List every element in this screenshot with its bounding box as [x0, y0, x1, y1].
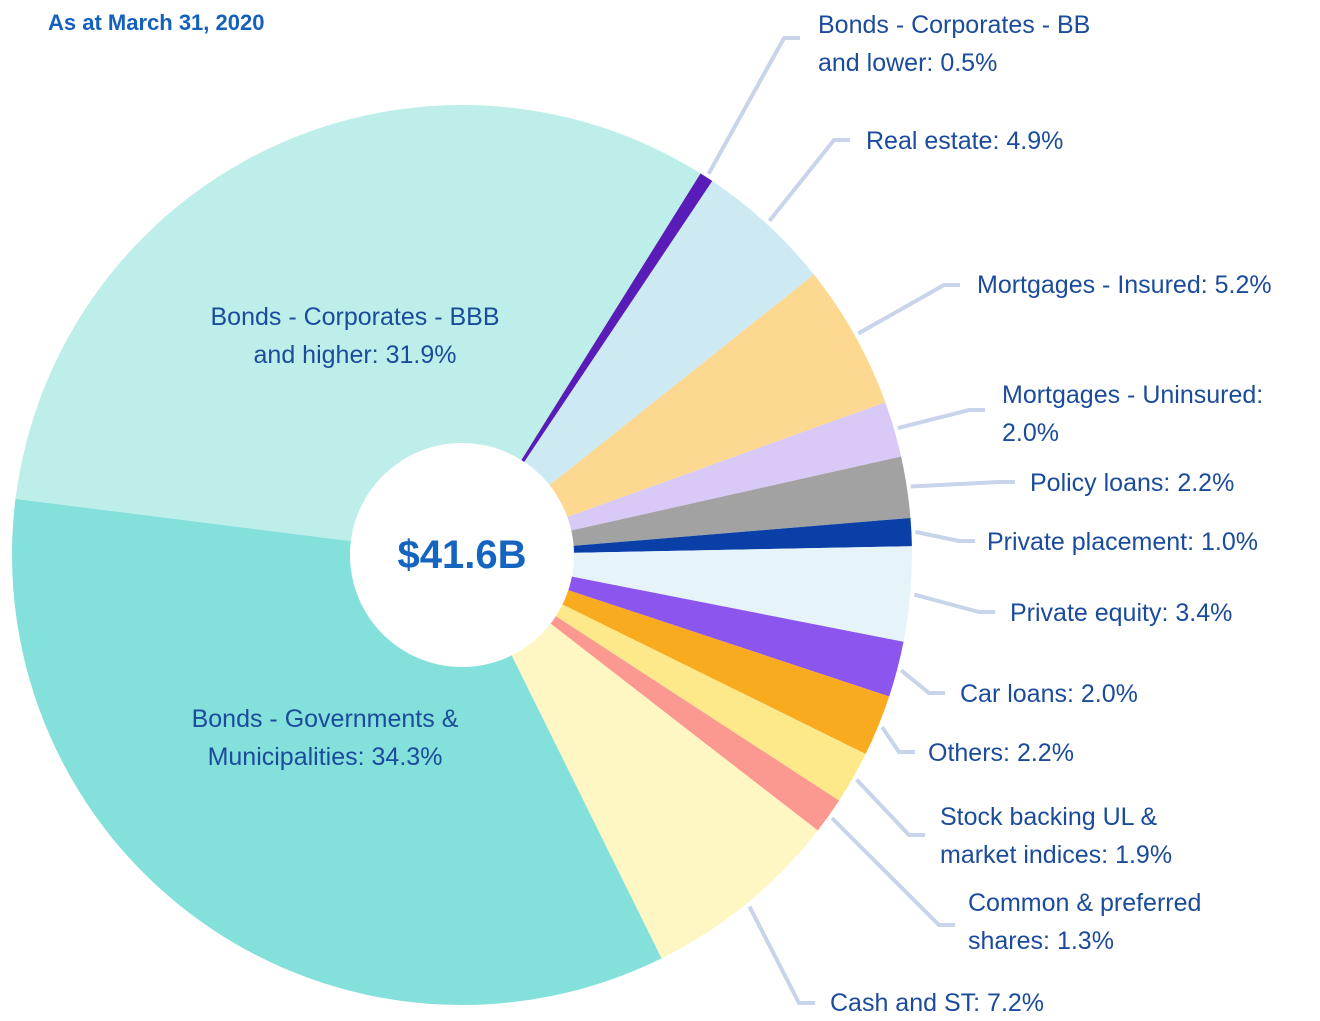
slice — [462, 181, 814, 555]
value-label: 1.9% — [1115, 841, 1173, 869]
slice — [462, 274, 886, 555]
category-label: Bonds - Governments & Municipalities: — [191, 705, 459, 771]
slice-label: Cash and ST: 7.2% — [830, 984, 1130, 1021]
leader-line — [857, 283, 960, 336]
value-label: 5.2% — [1214, 271, 1272, 299]
slice-label: Common & preferred shares: 1.3% — [968, 884, 1258, 960]
leader-line — [767, 138, 850, 223]
slice-label: Bonds - Corporates - BBB and higher: 31.… — [205, 298, 505, 374]
slice — [462, 402, 902, 555]
category-label: Policy loans: — [1030, 469, 1171, 497]
category-label: Stock backing UL & market indices: — [940, 803, 1158, 869]
value-label: 0.5% — [940, 49, 998, 77]
slice — [462, 555, 904, 697]
chart-title: As at March 31, 2020 — [48, 10, 265, 35]
donut-hole — [350, 443, 574, 667]
category-label: Private equity: — [1010, 599, 1169, 627]
slice — [462, 555, 840, 831]
slice-label: Policy loans: 2.2% — [1030, 464, 1320, 502]
value-label: 34.3% — [371, 743, 443, 771]
center-label: $41.6B — [397, 533, 527, 577]
slice-label: Mortgages - Uninsured: 2.0% — [1002, 376, 1312, 452]
category-label: Bonds - Corporates - BB and lower: — [818, 11, 1091, 77]
leader-line — [915, 529, 975, 543]
value-label: 1.0% — [1201, 528, 1258, 556]
leader-line — [747, 905, 815, 1005]
slice-label: Others: 2.2% — [928, 734, 1228, 772]
value-label: 3.4% — [1175, 599, 1233, 627]
slice — [462, 173, 713, 555]
value-label: 1.3% — [1056, 927, 1114, 955]
leader-line — [830, 816, 955, 927]
slice-label: Real estate: 4.9% — [866, 122, 1266, 160]
slice-label: Car loans: 2.0% — [960, 675, 1260, 713]
slice-label: Stock backing UL & market indices: 1.9% — [940, 798, 1200, 874]
slice-label: Private equity: 3.4% — [1010, 594, 1310, 632]
category-label: Bonds - Corporates - BBB and higher: — [210, 303, 500, 369]
category-label: Real estate: — [866, 127, 1000, 155]
category-label: Private placement: — [987, 528, 1195, 556]
value-label: 31.9% — [385, 341, 457, 369]
category-label: Mortgages - Insured: — [977, 271, 1208, 299]
leader-line — [706, 36, 800, 175]
value-label: 2.2% — [1016, 739, 1074, 767]
category-label: Common & preferred shares: — [968, 889, 1202, 955]
slice-label: Bonds - Governments & Municipalities: 34… — [175, 700, 475, 776]
leader-line — [855, 778, 925, 837]
category-label: Others: — [928, 739, 1010, 767]
category-label: Car loans: — [960, 680, 1074, 708]
value-label: 2.0% — [1080, 680, 1138, 708]
slice — [15, 104, 701, 555]
slice — [462, 456, 911, 555]
leader-line — [880, 726, 915, 754]
leader-line — [910, 480, 1015, 489]
slice — [11, 498, 662, 1005]
leader-line — [899, 668, 945, 695]
value-label: 4.9% — [1006, 127, 1064, 155]
slice — [462, 555, 866, 801]
slice-label: Mortgages - Insured: 5.2% — [977, 266, 1320, 304]
slice — [462, 555, 890, 754]
slice-label: Bonds - Corporates - BB and lower: 0.5% — [818, 6, 1138, 82]
value-label: 7.2% — [987, 989, 1045, 1017]
slice-label: Private placement: 1.0% — [987, 523, 1317, 561]
leader-line — [897, 408, 985, 430]
value-label: 2.2% — [1177, 469, 1235, 497]
slice — [462, 546, 912, 642]
leader-line — [913, 592, 995, 614]
slice — [462, 555, 818, 959]
slice — [462, 517, 912, 555]
category-label: Mortgages - Uninsured: — [1002, 381, 1264, 409]
category-label: Cash and ST: — [830, 989, 981, 1017]
value-label: 2.0% — [1002, 419, 1059, 447]
